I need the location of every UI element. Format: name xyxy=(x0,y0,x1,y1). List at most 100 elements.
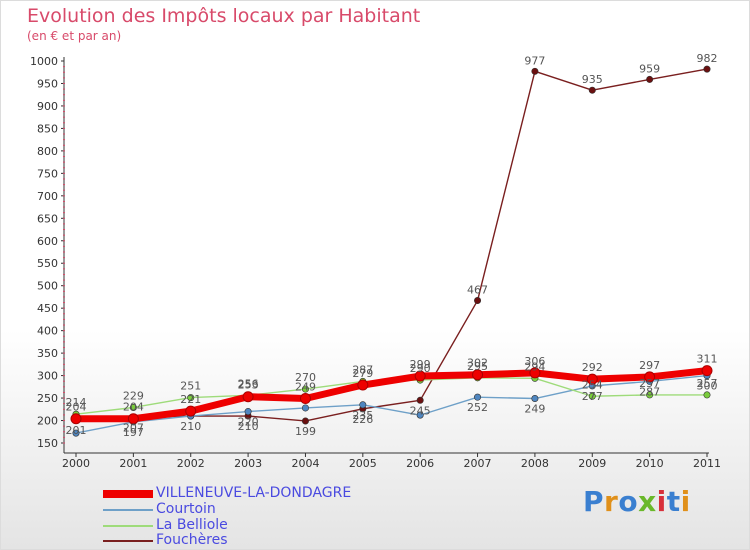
data-label: 204 xyxy=(66,401,87,414)
data-point-courtoin xyxy=(531,395,539,403)
data-point-fouch-res xyxy=(646,75,654,83)
data-label: 277 xyxy=(582,390,603,403)
legend-swatch-la-belliole xyxy=(103,525,153,527)
legend-item-courtoin[interactable]: Courtoin xyxy=(103,501,383,518)
legend-label-villeneuve: VILLENEUVE-LA-DONDAGRE xyxy=(156,485,352,501)
data-label: 294 xyxy=(524,360,545,373)
data-label: 235 xyxy=(352,409,373,422)
x-tick-label: 2010 xyxy=(636,457,664,470)
data-point-fouch-res xyxy=(301,417,309,425)
data-label: 249 xyxy=(295,381,316,394)
y-tick-label: 600 xyxy=(37,235,58,248)
logo-letter: o xyxy=(618,485,639,518)
data-label: 287 xyxy=(352,363,373,376)
data-label: 214 xyxy=(66,396,87,409)
logo-letter: t xyxy=(666,485,681,518)
data-label: 297 xyxy=(639,359,660,372)
data-point-la-belliole xyxy=(187,394,195,402)
data-point-villeneuve-la-dondagre xyxy=(586,373,598,385)
data-point-villeneuve-la-dondagre xyxy=(299,393,311,405)
data-label: 249 xyxy=(524,403,545,416)
data-point-villeneuve-la-dondagre xyxy=(70,413,82,425)
y-tick-label: 200 xyxy=(37,415,58,428)
x-tick-label: 2009 xyxy=(578,457,606,470)
data-point-fouch-res xyxy=(531,67,539,75)
data-label: 210 xyxy=(180,420,201,433)
data-label: 254 xyxy=(582,378,603,391)
data-label: 253 xyxy=(238,379,259,392)
data-label: 257 xyxy=(697,377,718,390)
data-point-fouch-res xyxy=(474,297,482,305)
data-label: 302 xyxy=(467,357,488,370)
y-tick-label: 500 xyxy=(37,280,58,293)
x-tick-label: 2008 xyxy=(521,457,549,470)
data-point-villeneuve-la-dondagre xyxy=(127,413,139,425)
y-tick-label: 1000 xyxy=(30,55,58,68)
data-label: 229 xyxy=(123,389,144,402)
x-tick-label: 2001 xyxy=(119,457,147,470)
y-tick-label: 300 xyxy=(37,370,58,383)
data-label: 204 xyxy=(123,401,144,414)
data-label: 245 xyxy=(410,404,431,417)
data-point-fouch-res xyxy=(588,86,596,94)
logo-letter: i xyxy=(680,485,691,518)
data-label: 226 xyxy=(352,413,373,426)
y-tick-label: 900 xyxy=(37,100,58,113)
y-tick-label: 550 xyxy=(37,257,58,270)
data-label: 287 xyxy=(639,385,660,398)
data-label: 300 xyxy=(697,380,718,393)
legend-label-foucheres: Fouchères xyxy=(156,532,228,548)
data-point-la-belliole xyxy=(703,391,711,399)
data-label: 935 xyxy=(582,73,603,86)
y-tick-label: 800 xyxy=(37,145,58,158)
data-label: 959 xyxy=(639,62,660,75)
y-tick-label: 400 xyxy=(37,325,58,338)
data-point-la-belliole xyxy=(588,392,596,400)
x-tick-label: 2003 xyxy=(234,457,262,470)
x-tick-label: 2006 xyxy=(406,457,434,470)
data-label: 197 xyxy=(123,426,144,439)
legend-item-foucheres[interactable]: Fouchères xyxy=(103,532,383,549)
chart-title: Evolution des Impôts locaux par Habitant xyxy=(27,5,421,27)
series-line-villeneuve-la-dondagre xyxy=(72,367,711,423)
data-point-la-belliole xyxy=(129,403,137,411)
data-point-courtoin xyxy=(244,408,252,416)
data-point-courtoin xyxy=(72,429,80,437)
y-tick-label: 150 xyxy=(37,437,58,450)
data-label: 311 xyxy=(697,353,718,366)
data-label: 977 xyxy=(524,54,545,67)
data-label: 199 xyxy=(295,425,316,438)
legend-swatch-courtoin xyxy=(103,509,153,511)
data-point-villeneuve-la-dondagre xyxy=(472,369,484,381)
data-point-villeneuve-la-dondagre xyxy=(701,365,713,377)
data-label: 210 xyxy=(238,420,259,433)
proxiti-logo: Proxiti xyxy=(583,485,691,518)
data-label: 256 xyxy=(238,377,259,390)
data-point-villeneuve-la-dondagre xyxy=(242,391,254,403)
data-point-villeneuve-la-dondagre xyxy=(529,367,541,379)
data-point-courtoin xyxy=(416,411,424,419)
data-label: 467 xyxy=(467,284,488,297)
data-label: 257 xyxy=(639,377,660,390)
data-point-courtoin xyxy=(301,404,309,412)
y-tick-label: 700 xyxy=(37,190,58,203)
y-tick-label: 750 xyxy=(37,167,58,180)
logo-letter: P xyxy=(583,485,605,518)
legend-swatch-foucheres xyxy=(103,540,153,542)
series-line-courtoin xyxy=(75,374,708,434)
data-point-la-belliole xyxy=(301,385,309,393)
data-label: 201 xyxy=(66,424,87,437)
data-point-la-belliole xyxy=(646,391,654,399)
data-label: 207 xyxy=(123,421,144,434)
legend-item-villeneuve[interactable]: VILLENEUVE-LA-DONDAGRE xyxy=(103,485,383,502)
data-label: 221 xyxy=(180,393,201,406)
x-tick-label: 2004 xyxy=(291,457,319,470)
legend-item-la-belliole[interactable]: La Belliole xyxy=(103,517,383,534)
data-point-villeneuve-la-dondagre xyxy=(414,370,426,382)
x-tick-label: 2000 xyxy=(62,457,90,470)
legend-swatch-villeneuve xyxy=(103,490,153,498)
legend-label-la-belliole: La Belliole xyxy=(156,517,228,533)
logo-letter: r xyxy=(604,485,619,518)
legend-label-courtoin: Courtoin xyxy=(156,501,216,517)
